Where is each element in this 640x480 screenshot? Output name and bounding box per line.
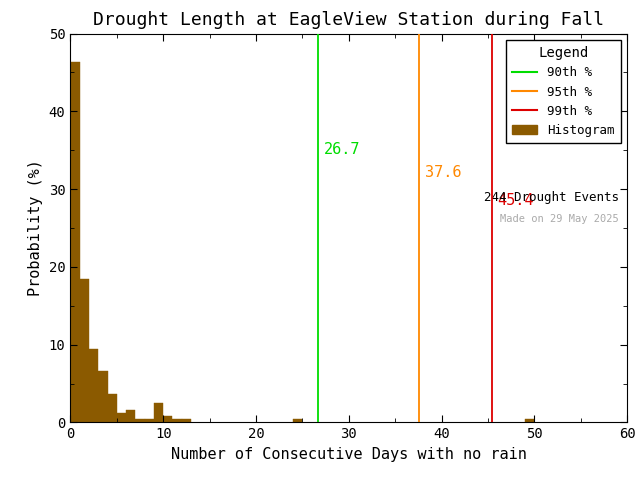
Bar [163,416,173,422]
Bar [117,413,126,422]
Text: 26.7: 26.7 [324,142,360,157]
Bar [80,279,89,422]
Bar [89,349,99,422]
Text: 244 Drought Events: 244 Drought Events [484,191,619,204]
Legend: 90th %, 95th %, 99th %, Histogram: 90th %, 95th %, 99th %, Histogram [506,40,621,144]
Bar [182,420,191,422]
Bar [525,420,534,422]
Bar [154,403,163,422]
Bar [173,420,182,422]
Bar [145,420,154,422]
Y-axis label: Probability (%): Probability (%) [28,159,44,297]
Bar [99,371,108,422]
Bar [70,62,80,422]
Bar [293,420,302,422]
Bar [126,410,136,422]
Title: Drought Length at EagleView Station during Fall: Drought Length at EagleView Station duri… [93,11,604,29]
Bar [108,394,117,422]
Text: 37.6: 37.6 [425,166,461,180]
Text: 45.4: 45.4 [497,192,534,208]
Text: Made on 29 May 2025: Made on 29 May 2025 [500,215,619,224]
Bar [136,420,145,422]
X-axis label: Number of Consecutive Days with no rain: Number of Consecutive Days with no rain [171,447,527,462]
